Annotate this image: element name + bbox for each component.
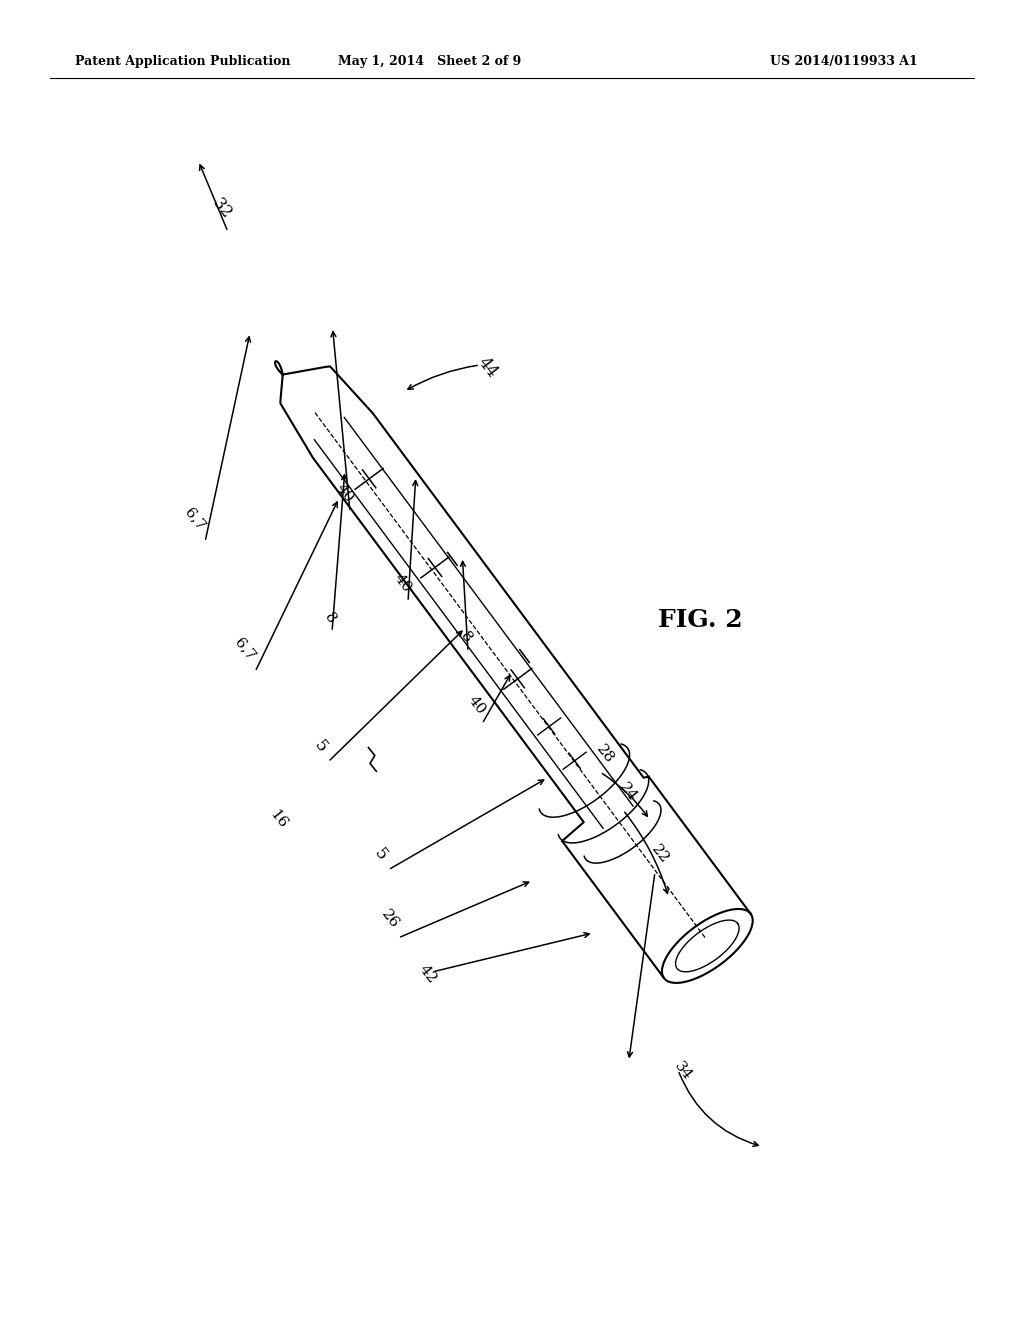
Text: 5: 5 (310, 738, 330, 756)
Text: 26: 26 (379, 907, 401, 931)
Text: 40: 40 (466, 693, 488, 717)
Text: 22: 22 (648, 842, 672, 866)
Text: Patent Application Publication: Patent Application Publication (75, 55, 291, 69)
Text: 34: 34 (672, 1059, 694, 1082)
Text: 32: 32 (209, 195, 236, 222)
Text: 6,7: 6,7 (182, 506, 208, 533)
Text: 6,7: 6,7 (232, 635, 258, 663)
Text: 16: 16 (266, 807, 290, 832)
Text: 28: 28 (594, 742, 616, 766)
Text: 42: 42 (417, 962, 439, 986)
Text: 8: 8 (322, 610, 339, 626)
Text: 40: 40 (391, 572, 415, 595)
Text: May 1, 2014   Sheet 2 of 9: May 1, 2014 Sheet 2 of 9 (338, 55, 521, 69)
Text: FIG. 2: FIG. 2 (657, 609, 742, 632)
Text: 5: 5 (370, 845, 390, 865)
Text: 44: 44 (475, 354, 501, 381)
Text: 24: 24 (616, 780, 640, 804)
Text: US 2014/0119933 A1: US 2014/0119933 A1 (770, 55, 918, 69)
Text: 40: 40 (334, 480, 356, 506)
Text: 8: 8 (458, 628, 474, 645)
